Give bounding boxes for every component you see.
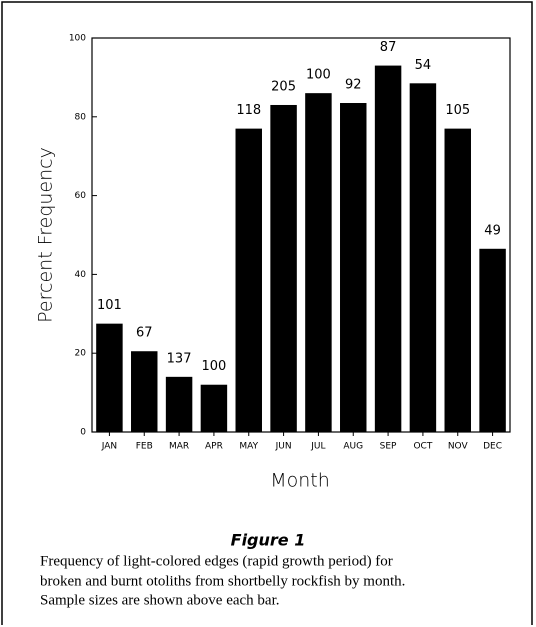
- bar-label: 87: [380, 40, 397, 55]
- bar: [409, 83, 437, 432]
- x-tick-label: JUN: [275, 442, 292, 452]
- caption-line: broken and burnt otoliths from shortbell…: [40, 573, 405, 589]
- caption-line: Frequency of light-colored edges (rapid …: [40, 553, 393, 569]
- bar: [235, 128, 262, 432]
- bar-label: 100: [306, 68, 331, 83]
- bar-label: 105: [445, 103, 470, 118]
- x-tick-label: SEP: [380, 442, 397, 452]
- y-tick-label: 100: [69, 34, 86, 44]
- x-tick-label: JUL: [310, 442, 325, 452]
- bar: [165, 376, 193, 432]
- bar: [479, 248, 506, 432]
- x-tick-label: MAR: [169, 442, 189, 452]
- bar: [305, 93, 332, 432]
- x-axis-title: Month: [270, 470, 330, 492]
- y-axis-title: Percent Frequency: [35, 147, 57, 323]
- y-tick-label: 80: [75, 112, 87, 122]
- x-tick-label: FEB: [136, 442, 153, 452]
- x-tick-label: AUG: [343, 442, 363, 452]
- x-tick-label: APR: [205, 442, 223, 452]
- bar: [96, 323, 123, 432]
- x-tick-label: OCT: [413, 442, 432, 452]
- x-tick-label: MAY: [239, 442, 258, 452]
- caption-line: Sample sizes are shown above each bar.: [40, 592, 280, 608]
- bar: [200, 384, 228, 432]
- bar: [374, 65, 402, 432]
- bar-label: 205: [271, 79, 296, 94]
- bar-label: 101: [97, 298, 122, 313]
- figure-label: Figure 1: [231, 531, 306, 550]
- bar-label: 118: [236, 103, 261, 118]
- y-tick-label: 20: [75, 349, 87, 359]
- bar-label: 137: [167, 351, 192, 366]
- bar: [131, 351, 158, 432]
- x-tick-label: DEC: [483, 442, 502, 452]
- bar-label: 49: [484, 223, 501, 238]
- y-tick-label: 60: [75, 191, 87, 201]
- bar-label: 92: [345, 78, 362, 93]
- bar: [270, 104, 297, 432]
- bar-label: 67: [136, 326, 153, 341]
- x-tick-label: NOV: [448, 442, 469, 452]
- bar-label: 100: [202, 359, 227, 374]
- x-tick-label: JAN: [101, 442, 117, 452]
- y-tick-label: 0: [80, 428, 86, 438]
- bar: [444, 128, 471, 432]
- y-tick-label: 40: [75, 270, 87, 280]
- plot-frame: [91, 37, 511, 433]
- bar: [340, 103, 367, 432]
- bar-label: 54: [415, 58, 432, 73]
